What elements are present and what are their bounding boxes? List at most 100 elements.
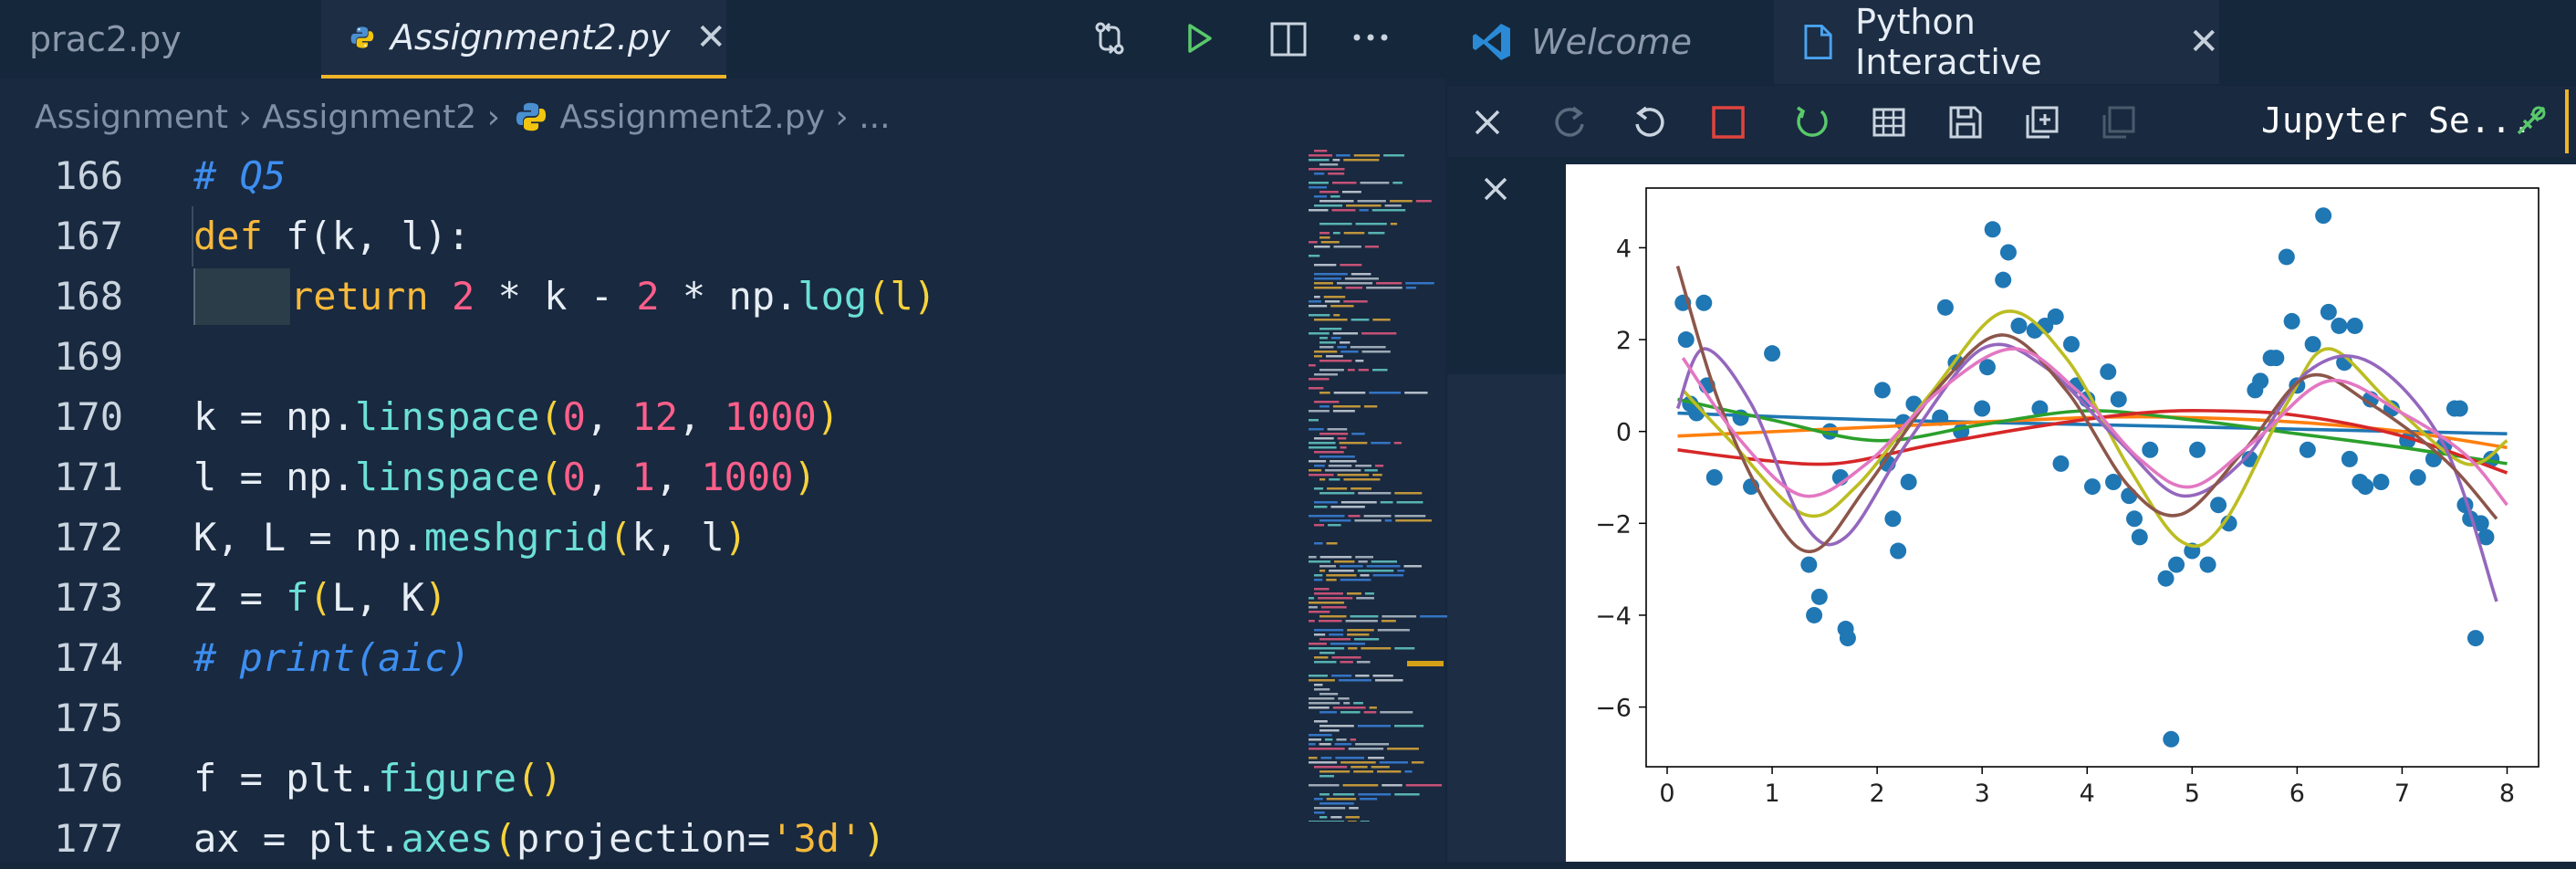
minimap-line	[1382, 784, 1403, 787]
data-point	[1984, 221, 2001, 238]
minimap-line	[1351, 433, 1365, 435]
minimap-line	[1319, 556, 1352, 559]
minimap-line	[1353, 770, 1374, 773]
minimap-line	[1377, 770, 1402, 773]
minimap-line	[1319, 478, 1326, 481]
comment: # Q5	[193, 153, 287, 198]
minimap-line	[1309, 332, 1330, 335]
minimap-line	[1309, 702, 1340, 705]
minimap-line	[1420, 615, 1447, 618]
run-icon[interactable]	[1183, 22, 1215, 55]
code-area[interactable]: 166 # Q5 167 def f(k, l): 168 return 2 *…	[0, 146, 1445, 862]
number: 1000	[724, 394, 817, 439]
minimap-line	[1319, 328, 1342, 330]
minimap-line	[1363, 711, 1377, 714]
minimap-line	[1331, 209, 1356, 212]
code-text: * k -	[475, 274, 637, 319]
line-number: 168	[54, 274, 123, 319]
minimap-line	[1319, 200, 1354, 203]
breadcrumb-item[interactable]: Assignment2	[262, 98, 477, 136]
code-line: 175	[0, 688, 1296, 749]
minimap-line	[1309, 474, 1334, 476]
minimap-line	[1319, 360, 1352, 362]
minimap-line	[1330, 506, 1365, 508]
breadcrumb-item[interactable]: Assignment2.py	[559, 98, 825, 136]
data-point	[1890, 542, 1907, 560]
kernel-status[interactable]: Jupyter Se...	[2261, 100, 2533, 141]
code-line: 176 f = plt.figure()	[0, 749, 1296, 809]
minimap-line	[1350, 346, 1386, 349]
interrupt-icon[interactable]	[1703, 97, 1754, 148]
minimap-line	[1314, 807, 1346, 810]
close-icon[interactable]: ✕	[2188, 21, 2219, 63]
data-point	[2210, 497, 2227, 514]
minimap-line	[1314, 506, 1328, 508]
function-name: linspace	[355, 455, 540, 499]
line-number: 177	[54, 816, 123, 861]
clear-all-icon[interactable]	[1462, 97, 1513, 148]
data-point	[2283, 312, 2300, 330]
line-number: 169	[54, 334, 123, 379]
code-line: 169	[0, 327, 1296, 387]
minimap-line	[1309, 469, 1322, 472]
data-point	[2409, 469, 2426, 486]
interactive-toolbar: Jupyter Se...	[1447, 86, 2576, 157]
tab-welcome[interactable]: Welcome	[1447, 0, 1772, 84]
undo-icon[interactable]	[1624, 97, 1675, 148]
minimap[interactable]	[1301, 146, 1447, 822]
minimap-line	[1355, 556, 1373, 559]
open-changes-icon[interactable]	[1091, 20, 1128, 57]
minimap-line	[1340, 579, 1371, 581]
x-tick-label: 0	[1659, 780, 1674, 808]
minimap-line	[1330, 816, 1342, 819]
tab-label: Assignment2.py	[390, 17, 671, 58]
tab-prac2[interactable]: prac2.py	[0, 0, 182, 79]
minimap-line	[1309, 154, 1333, 157]
chevron-right-icon: ›	[824, 98, 860, 136]
delete-cell-icon[interactable]	[1476, 170, 1515, 208]
restart-icon[interactable]	[1787, 97, 1838, 148]
minimap-line	[1319, 770, 1351, 773]
tab-python-interactive[interactable]: Python Interactive ✕	[1774, 0, 2219, 84]
minimap-line	[1361, 332, 1397, 335]
minimap-line	[1343, 159, 1380, 162]
minimap-line	[1314, 574, 1323, 577]
minimap-line	[1309, 364, 1316, 367]
minimap-line	[1355, 743, 1390, 746]
data-point	[2304, 336, 2321, 353]
save-icon[interactable]	[1940, 97, 1991, 148]
minimap-line	[1343, 702, 1351, 705]
number: 2	[452, 274, 475, 319]
code-line: 172 K, L = np.meshgrid(k, l)	[0, 508, 1296, 568]
breadcrumb-item[interactable]: Assignment	[35, 98, 228, 136]
variables-icon[interactable]	[1863, 97, 1914, 148]
line-number: 175	[54, 696, 123, 740]
tab-assignment2[interactable]: Assignment2.py ✕	[321, 0, 726, 79]
minimap-line	[1360, 821, 1370, 822]
more-icon[interactable]	[1352, 33, 1389, 42]
minimap-line	[1345, 287, 1363, 289]
code-line: 177 ax = plt.axes(projection='3d')	[0, 809, 1296, 869]
breadcrumb-item[interactable]: ...	[859, 98, 891, 136]
minimap-line	[1309, 597, 1315, 600]
minimap-line	[1394, 793, 1420, 796]
close-icon[interactable]: ✕	[695, 16, 726, 58]
axes-frame	[1645, 187, 2539, 768]
data-point	[2052, 455, 2070, 472]
minimap-line	[1384, 519, 1392, 522]
data-point	[2346, 317, 2363, 334]
redo-icon[interactable]	[1544, 97, 1595, 148]
minimap-line	[1320, 606, 1347, 609]
minimap-line	[1331, 656, 1361, 659]
number: 1	[631, 455, 655, 499]
split-editor-icon[interactable]	[1270, 22, 1307, 57]
copy-icon[interactable]	[2093, 97, 2144, 148]
minimap-line	[1337, 346, 1347, 349]
minimap-line	[1309, 241, 1318, 244]
minimap-line	[1337, 437, 1347, 440]
minimap-line	[1329, 570, 1354, 572]
data-point	[1999, 244, 2017, 261]
minimap-line	[1353, 702, 1363, 705]
export-icon[interactable]	[2017, 97, 2068, 148]
minimap-line	[1329, 633, 1344, 636]
